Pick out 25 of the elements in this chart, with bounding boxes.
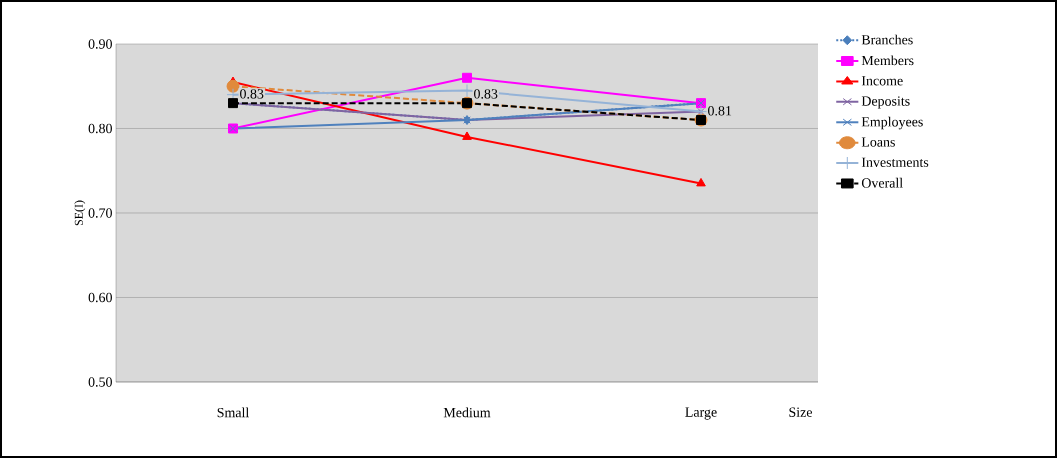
y-axis-title: SE(I) <box>74 200 86 226</box>
data-label: 0.83 <box>240 89 264 99</box>
y-tick-label: 0.60 <box>88 292 112 303</box>
legend-label: Branches <box>861 34 913 45</box>
x-tick-label: Small <box>217 407 250 418</box>
point <box>462 131 472 140</box>
data-label: 0.83 <box>474 89 498 99</box>
legend-label: Investments <box>861 157 929 167</box>
legend-label: Overall <box>861 177 903 188</box>
x-axis-title: Size <box>789 407 812 417</box>
data-label: 0.81 <box>708 106 732 116</box>
point <box>696 177 706 187</box>
legend-label: Deposits <box>861 96 910 109</box>
y-tick-label: 0.80 <box>88 123 112 134</box>
x-tick-label: Medium <box>443 407 491 418</box>
point <box>226 79 240 93</box>
legend-label: Members <box>861 55 914 66</box>
y-tick-label: 0.50 <box>88 377 112 387</box>
y-tick-label: 0.90 <box>88 39 112 49</box>
legend-label: Loans <box>861 137 895 147</box>
legend-label: Income <box>861 76 903 86</box>
x-tick-label: Large <box>685 407 717 420</box>
point <box>462 72 472 83</box>
legend-label: Employees <box>861 116 923 130</box>
y-tick-label: 0.70 <box>88 208 112 218</box>
